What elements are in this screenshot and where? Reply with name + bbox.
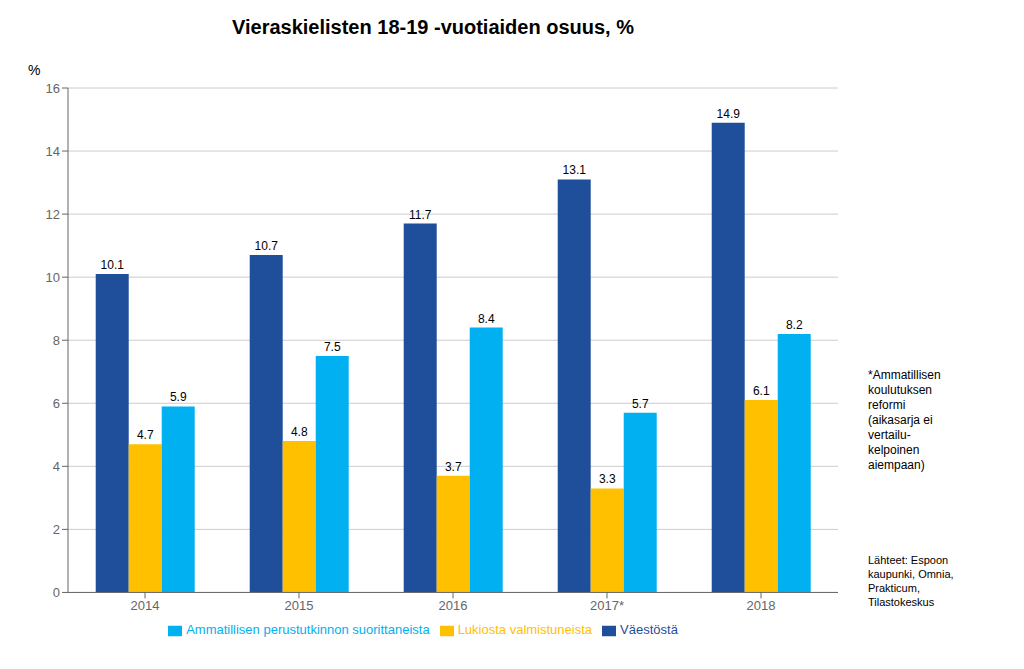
svg-text:3.7: 3.7 [445, 460, 462, 474]
svg-text:0: 0 [53, 585, 60, 600]
svg-text:10: 10 [46, 270, 60, 285]
svg-text:7.5: 7.5 [324, 340, 341, 354]
svg-text:2: 2 [53, 522, 60, 537]
svg-text:14: 14 [46, 144, 60, 159]
svg-text:2017*: 2017* [590, 598, 624, 613]
html-text:Lähteet: Espoon kaupunki, Omni: Lähteet: Espoon kaupunki, Omnia, Praktic… [868, 554, 954, 608]
svg-text:5.7: 5.7 [632, 397, 649, 411]
svg-text:8.2: 8.2 [786, 318, 803, 332]
html-text:*Ammatillisen koulutuksen refo: *Ammatillisen koulutuksen reformi (aikas… [868, 368, 941, 472]
svg-text:5.9: 5.9 [170, 390, 187, 404]
svg-text:4.7: 4.7 [137, 428, 154, 442]
html-text:Väestöstä: Väestöstä [620, 622, 678, 638]
svg-text:12: 12 [46, 207, 60, 222]
svg-text:2014: 2014 [131, 598, 160, 613]
html-text:Lukiosta valmistuneista: Lukiosta valmistuneista [457, 622, 592, 638]
svg-text:3.3: 3.3 [599, 472, 616, 486]
svg-text:10.1: 10.1 [101, 258, 125, 272]
html-text:Ammatillisen perustutkinnon su: Ammatillisen perustutkinnon suorittaneis… [186, 622, 430, 638]
svg-text:10.7: 10.7 [255, 239, 279, 253]
svg-text:6.1: 6.1 [753, 384, 770, 398]
svg-text:16: 16 [46, 81, 60, 96]
svg-text:2015: 2015 [285, 598, 314, 613]
svg-text:4: 4 [53, 459, 60, 474]
svg-text:2016: 2016 [439, 598, 468, 613]
svg-text:11.7: 11.7 [409, 208, 432, 222]
svg-text:6: 6 [53, 396, 60, 411]
svg-text:8.4: 8.4 [478, 312, 495, 326]
svg-text:4.8: 4.8 [291, 425, 308, 439]
svg-text:8: 8 [53, 333, 60, 348]
svg-text:2018: 2018 [747, 598, 776, 613]
html-text:Vieraskielisten 18-19 -vuotiai: Vieraskielisten 18-19 -vuotiaiden osuus,… [232, 16, 634, 38]
svg-text:13.1: 13.1 [563, 163, 587, 177]
svg-text:14.9: 14.9 [717, 107, 741, 121]
